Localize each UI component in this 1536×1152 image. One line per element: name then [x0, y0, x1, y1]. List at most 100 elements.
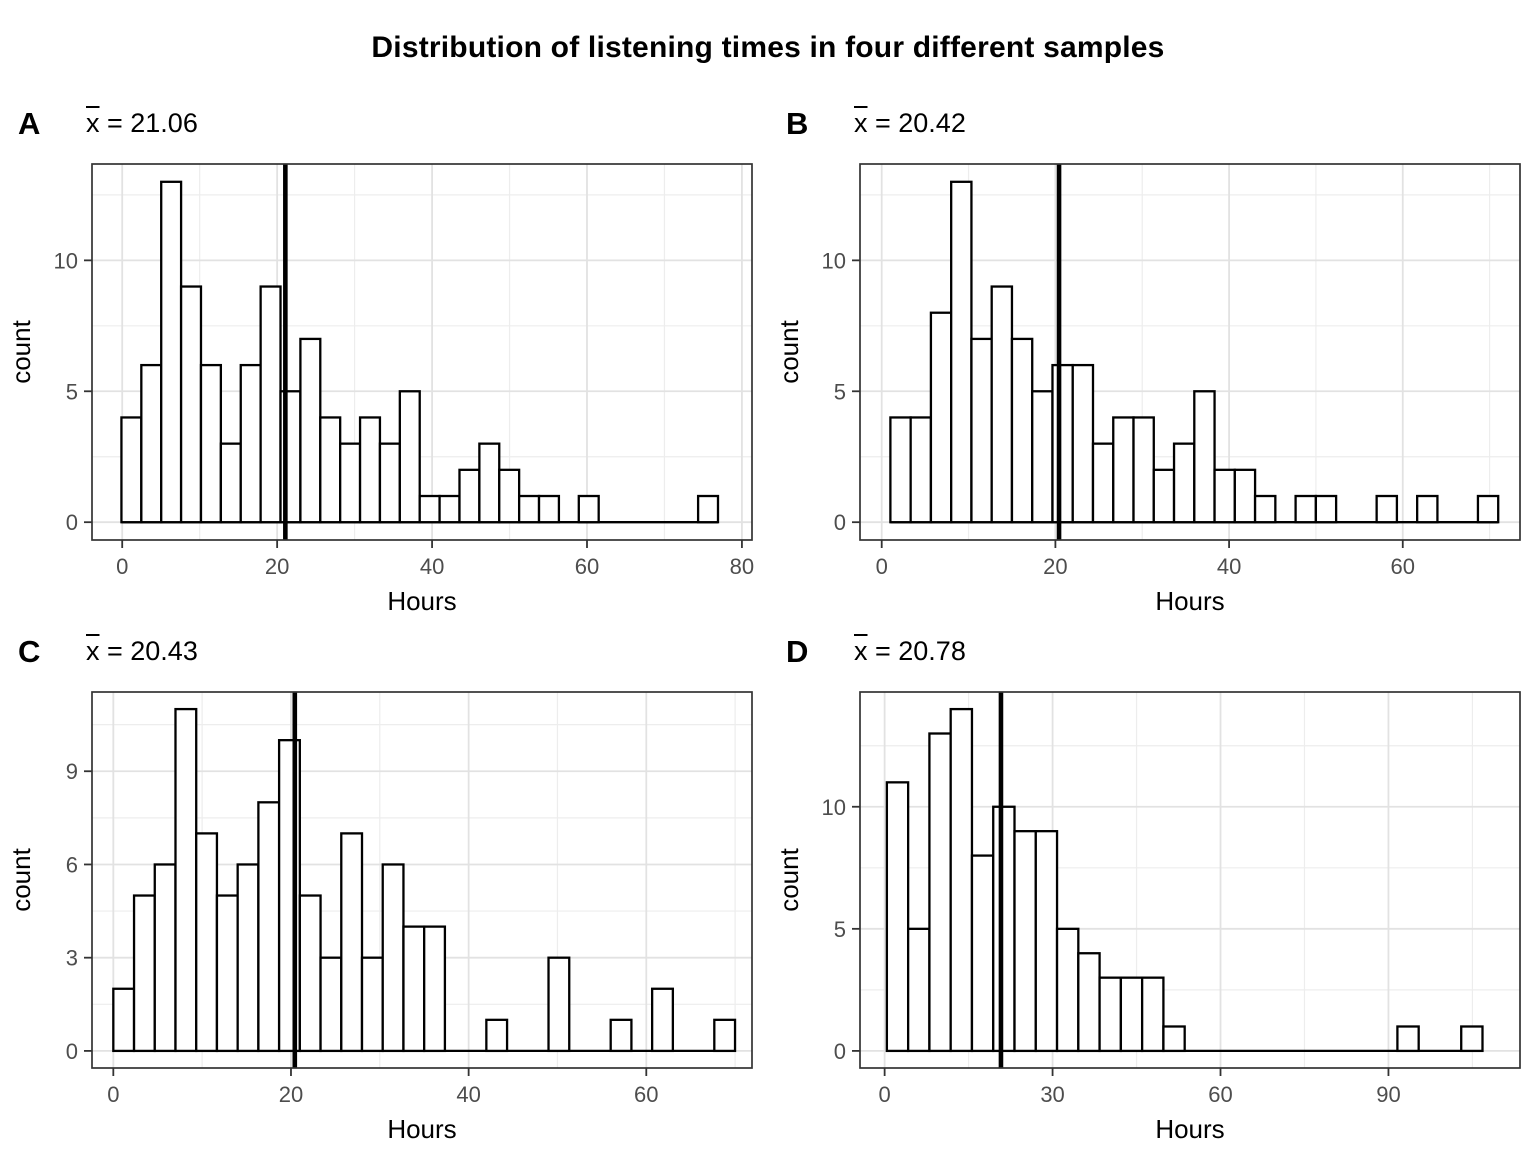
histogram-bar [970, 854, 995, 1053]
y-tick-label: 0 [66, 510, 78, 535]
histogram-bar [1077, 952, 1101, 1053]
histogram-bar [1140, 976, 1165, 1053]
histogram-bar [1172, 442, 1196, 524]
histogram-bar [1193, 390, 1216, 524]
histogram-bar [160, 180, 183, 524]
histogram-bar [1091, 442, 1115, 524]
histogram-panel-c: 0 20 40 60 0 3 6 9 Hours count [6, 691, 753, 1144]
histogram-bar [438, 494, 461, 524]
histogram-bar [909, 416, 933, 524]
histogram-bar [140, 363, 163, 524]
panel-border [91, 163, 753, 541]
histogram-bar [132, 894, 156, 1053]
histogram-bar [1132, 416, 1155, 524]
histogram-bar [458, 468, 481, 524]
histogram-bar [298, 894, 322, 1053]
mean-value-text: = 20.42 [867, 108, 966, 138]
histogram-bar [1152, 468, 1176, 524]
y-tick-label: 5 [834, 917, 846, 942]
histogram-bar [1375, 494, 1399, 524]
histogram-bar [950, 180, 973, 524]
y-tick-label: 10 [822, 248, 846, 273]
x-tick-label: 30 [1040, 1082, 1064, 1107]
histogram-bar [1119, 976, 1144, 1053]
y-tick-label: 0 [834, 510, 846, 535]
histogram-bar [112, 987, 136, 1053]
histogram-bar [1051, 363, 1074, 524]
histogram-bar [381, 863, 405, 1053]
y-tick-label: 5 [66, 379, 78, 404]
histogram-bar [906, 927, 931, 1053]
histogram-bar [1162, 1025, 1186, 1053]
histogram-bar [485, 1018, 509, 1053]
histogram-bar [299, 337, 322, 524]
histogram-bar [358, 416, 382, 524]
histogram-bar [928, 732, 952, 1053]
x-tick-label: 0 [116, 554, 128, 579]
mean-annotation-c: x = 20.43 [86, 636, 198, 667]
histogram-bar [259, 285, 282, 524]
y-axis-title: count [6, 847, 36, 911]
y-axis-title: count [774, 319, 804, 383]
mean-value-text: = 20.43 [99, 636, 198, 666]
figure-title: Distribution of listening times in four … [371, 31, 1165, 64]
panel-B: B x = 20.42 0 20 40 60 0 5 10 Hours count [768, 96, 1536, 624]
histogram-bar [319, 956, 343, 1053]
y-tick-label: 10 [54, 248, 78, 273]
histogram-bar [360, 956, 384, 1053]
panel-C: C x = 20.43 0 20 40 60 0 3 6 9 Hours count [0, 624, 768, 1152]
xbar-symbol: x [86, 108, 100, 138]
histogram-panel-d: 0 30 60 90 0 5 10 Hours count [774, 691, 1521, 1144]
histogram-bar [696, 494, 720, 524]
panel-D: D x = 20.78 0 30 60 90 0 5 10 Hours count [768, 624, 1536, 1152]
y-tick-label: 6 [66, 852, 78, 877]
xbar-symbol: x [854, 636, 868, 666]
histogram-bar [1213, 468, 1236, 524]
y-tick-label: 0 [834, 1039, 846, 1064]
mean-value-text: = 20.78 [867, 636, 966, 666]
histogram-bar [650, 987, 675, 1053]
panel-border [859, 163, 1521, 541]
histogram-bar [990, 285, 1014, 524]
histogram-bar [174, 707, 198, 1053]
histogram-bar [402, 925, 426, 1053]
mean-annotation-a: x = 21.06 [86, 108, 198, 139]
histogram-bar [517, 494, 541, 524]
histogram-bar [319, 416, 342, 524]
y-tick-label: 10 [822, 795, 846, 820]
histogram-bar [1416, 494, 1439, 524]
x-tick-label: 0 [107, 1082, 119, 1107]
histogram-bar [418, 494, 441, 524]
histogram-bar [153, 863, 177, 1053]
histogram-bar [398, 390, 421, 524]
histogram-panel-a: 0 20 40 60 80 0 5 10 Hours count [6, 163, 754, 616]
histogram-bar [498, 468, 521, 524]
xbar-symbol: x [854, 108, 868, 138]
histogram-bar [1112, 416, 1135, 524]
y-tick-label: 5 [834, 379, 846, 404]
histogram-bar [1055, 927, 1080, 1053]
histogram-bar [179, 285, 203, 524]
xbar-symbol: x [86, 636, 100, 666]
x-tick-label: 60 [1391, 554, 1415, 579]
histogram-bar [577, 494, 600, 524]
histogram-bar [949, 707, 974, 1053]
facet-label-b: B [786, 106, 809, 141]
histogram-bar [537, 494, 561, 524]
histogram-bar [1098, 976, 1123, 1053]
x-tick-label: 60 [575, 554, 599, 579]
x-tick-label: 0 [876, 554, 888, 579]
x-tick-label: 40 [420, 554, 444, 579]
y-tick-label: 0 [66, 1039, 78, 1064]
histogram-bar [885, 781, 910, 1053]
histogram-bar [1013, 830, 1037, 1053]
histogram-bar [1396, 1025, 1420, 1053]
histogram-bar [889, 416, 912, 524]
histogram-bar [713, 1018, 737, 1053]
x-tick-label: 20 [279, 1082, 303, 1107]
x-tick-label: 40 [1217, 554, 1241, 579]
histogram-bar [929, 311, 953, 524]
histogram-bar [120, 416, 143, 524]
histogram-bar [1314, 494, 1338, 524]
